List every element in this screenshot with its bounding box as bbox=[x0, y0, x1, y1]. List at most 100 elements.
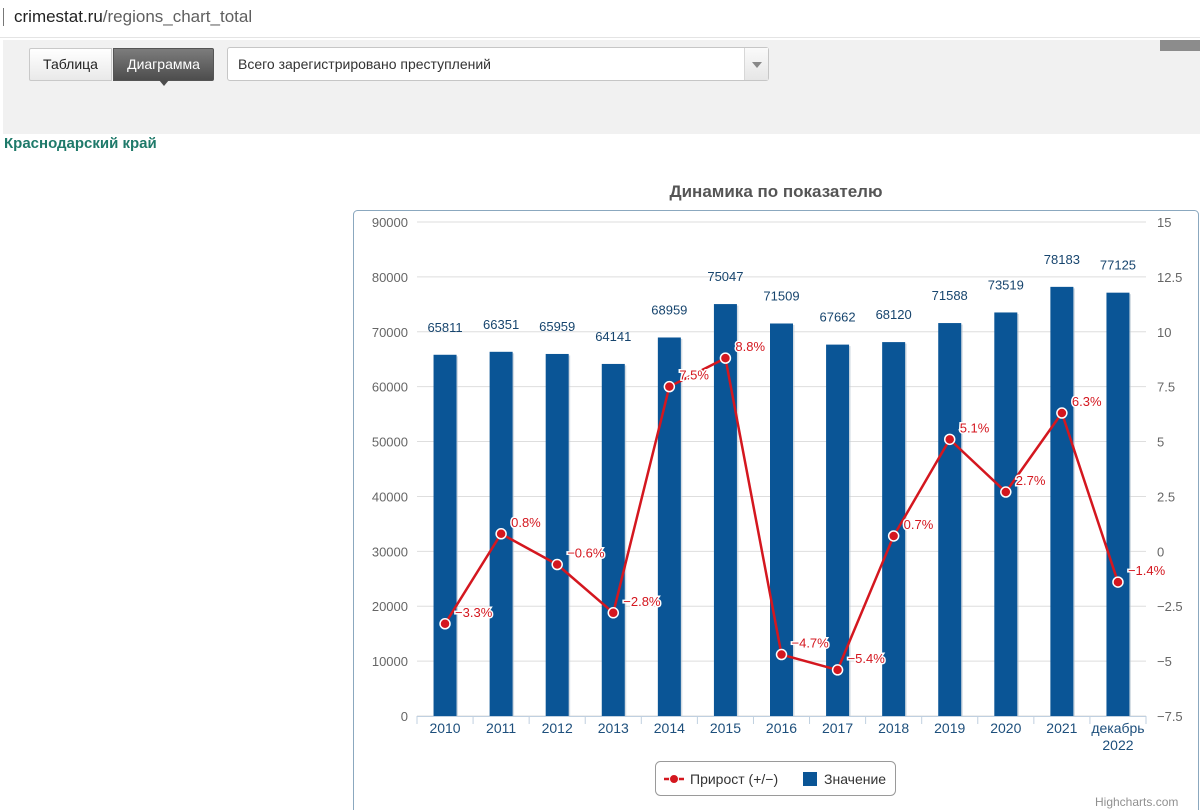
bar bbox=[1050, 286, 1074, 716]
growth-point bbox=[495, 528, 507, 540]
bar-value-label: 66351 bbox=[483, 317, 519, 332]
x-tick-label: 2022 bbox=[1102, 737, 1133, 753]
bar bbox=[545, 353, 569, 716]
bar bbox=[938, 323, 962, 716]
y-left-tick-label: 80000 bbox=[372, 270, 408, 285]
growth-label: 8.8% bbox=[735, 339, 765, 354]
x-tick-label: 2015 bbox=[710, 720, 741, 736]
bar bbox=[826, 344, 850, 716]
x-tick-label: декабрь bbox=[1091, 720, 1144, 736]
y-right-tick-label: −7.5 bbox=[1157, 709, 1183, 724]
y-left-tick-label: 70000 bbox=[372, 325, 408, 340]
x-tick-label: 2021 bbox=[1046, 720, 1077, 736]
x-tick-label: 2014 bbox=[654, 720, 685, 736]
y-right-tick-label: 2.5 bbox=[1157, 489, 1175, 504]
growth-label: −3.3% bbox=[455, 605, 493, 620]
growth-label: 0.8% bbox=[511, 515, 541, 530]
growth-point bbox=[831, 664, 844, 676]
growth-point bbox=[887, 530, 900, 542]
y-right-tick-label: 0 bbox=[1157, 544, 1164, 559]
growth-point bbox=[943, 433, 956, 446]
region-title: Краснодарский край bbox=[4, 135, 157, 152]
scrollbar-thumb[interactable] bbox=[1160, 40, 1200, 51]
growth-label: −2.8% bbox=[623, 594, 661, 609]
x-tick-label: 2010 bbox=[429, 720, 460, 736]
legend-box bbox=[655, 761, 896, 796]
bar-value-label: 71588 bbox=[932, 288, 968, 303]
bar-value-label: 65811 bbox=[427, 320, 462, 335]
growth-point bbox=[439, 618, 451, 630]
growth-point bbox=[607, 607, 620, 619]
y-right-tick-label: 12.5 bbox=[1157, 270, 1182, 285]
bar-value-label: 68959 bbox=[651, 302, 687, 317]
tab-chart[interactable]: Диаграмма bbox=[113, 48, 214, 86]
x-tick-label: 2013 bbox=[598, 720, 629, 736]
growth-label: 0.7% bbox=[904, 517, 934, 532]
x-tick-label: 2019 bbox=[934, 720, 965, 736]
bar-value-label: 73519 bbox=[988, 277, 1024, 292]
x-tick-label: 2011 bbox=[486, 720, 516, 736]
bar-value-label: 68120 bbox=[876, 307, 912, 322]
dropdown-button[interactable] bbox=[744, 48, 768, 80]
bar bbox=[433, 354, 457, 716]
growth-point bbox=[551, 558, 563, 571]
y-left-tick-label: 20000 bbox=[372, 599, 408, 614]
tab-chart-label: Диаграмма bbox=[127, 56, 200, 72]
x-tick-label: 2017 bbox=[822, 720, 853, 736]
growth-point bbox=[1112, 576, 1124, 588]
y-left-tick-label: 0 bbox=[401, 709, 408, 724]
growth-label: 6.3% bbox=[1072, 394, 1102, 409]
bar-value-label: 71509 bbox=[763, 288, 799, 303]
growth-label: −4.7% bbox=[792, 636, 830, 651]
chevron-down-icon bbox=[752, 62, 762, 68]
indicator-select-value: Всего зарегистрировано преступлений bbox=[238, 56, 491, 72]
tab-table[interactable]: Таблица bbox=[29, 48, 112, 81]
indicator-select[interactable]: Всего зарегистрировано преступлений bbox=[227, 47, 769, 81]
y-right-tick-label: −5 bbox=[1157, 654, 1172, 669]
growth-point bbox=[1056, 407, 1068, 419]
y-left-tick-label: 40000 bbox=[372, 489, 408, 504]
x-tick-label: 2018 bbox=[878, 720, 909, 736]
url-host: crimestat.ru bbox=[14, 7, 103, 26]
text-cursor bbox=[3, 8, 4, 26]
bar bbox=[994, 312, 1018, 716]
bar-value-label: 64141 bbox=[595, 329, 631, 344]
chart-credits[interactable]: Highcharts.com bbox=[1095, 795, 1179, 809]
legend-label-value: Значение bbox=[824, 771, 886, 787]
y-right-tick-label: −2.5 bbox=[1157, 599, 1183, 614]
y-right-tick-label: 5 bbox=[1157, 435, 1164, 450]
active-tab-pointer bbox=[159, 80, 169, 86]
bar-value-label: 75047 bbox=[707, 269, 743, 284]
y-right-tick-label: 15 bbox=[1157, 215, 1171, 230]
bar bbox=[882, 342, 906, 716]
growth-label: −0.6% bbox=[567, 546, 605, 561]
url-path: /regions_chart_total bbox=[102, 7, 253, 26]
bar-value-label: 78183 bbox=[1044, 252, 1080, 267]
growth-point bbox=[719, 352, 732, 364]
bar-value-label: 65959 bbox=[539, 319, 575, 334]
growth-point bbox=[775, 648, 788, 661]
x-tick-label: 2012 bbox=[542, 720, 573, 736]
y-left-tick-label: 50000 bbox=[372, 435, 408, 450]
growth-label: −5.4% bbox=[848, 651, 886, 666]
bar-value-label: 67662 bbox=[819, 310, 855, 325]
growth-label: 7.5% bbox=[679, 368, 709, 383]
growth-label: −1.4% bbox=[1128, 563, 1166, 578]
bar-value-label: 77125 bbox=[1100, 258, 1136, 273]
url-text[interactable]: crimestat.ru/regions_chart_total bbox=[14, 7, 252, 27]
address-bar[interactable]: crimestat.ru/regions_chart_total bbox=[0, 0, 1200, 38]
bar bbox=[601, 363, 625, 716]
bar bbox=[1106, 292, 1130, 716]
y-right-tick-label: 10 bbox=[1157, 325, 1171, 340]
growth-label: 5.1% bbox=[960, 420, 990, 435]
growth-point bbox=[1000, 486, 1012, 498]
x-tick-label: 2016 bbox=[766, 720, 797, 736]
y-right-tick-label: 7.5 bbox=[1157, 380, 1175, 395]
y-left-tick-label: 10000 bbox=[372, 654, 408, 669]
y-left-tick-label: 90000 bbox=[372, 215, 408, 230]
y-left-tick-label: 30000 bbox=[372, 544, 408, 559]
chart-title: Динамика по показателю bbox=[670, 182, 883, 201]
legend-marker-symbol bbox=[669, 774, 679, 784]
